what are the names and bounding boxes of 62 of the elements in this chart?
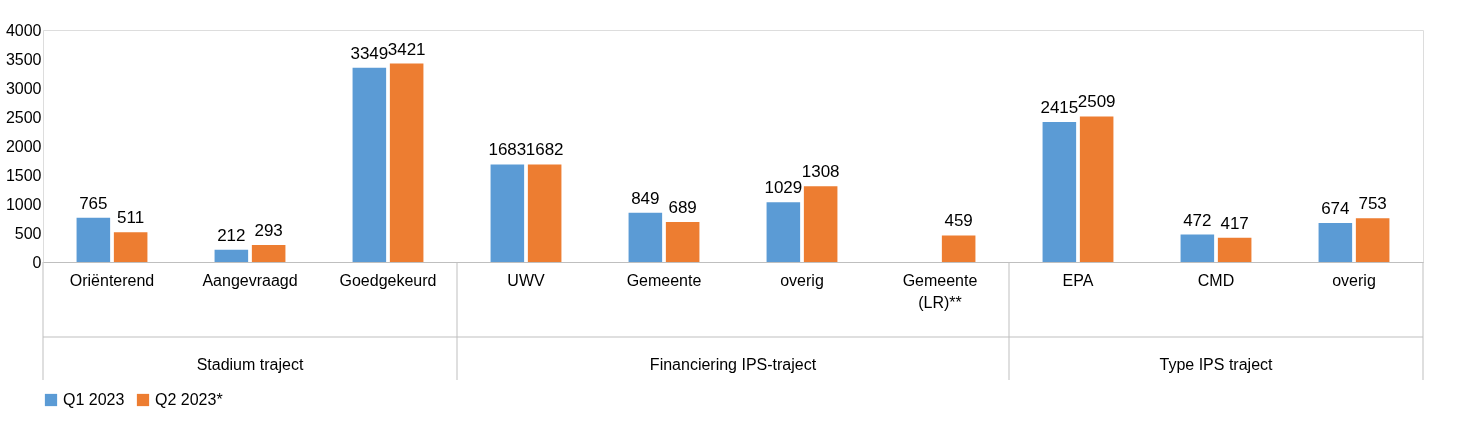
y-tick-label: 500 (14, 224, 42, 242)
y-tick-label: 0 (32, 253, 42, 271)
bar (527, 164, 562, 262)
data-label: 753 (1358, 194, 1387, 214)
text: Type IPS traject (1159, 356, 1274, 373)
bar (76, 217, 111, 262)
bar (665, 222, 700, 262)
y-tick-label: 2500 (5, 108, 42, 126)
data-label: 2509 (1077, 92, 1116, 112)
data-label: 511 (117, 208, 145, 228)
x-tick-label: overig (780, 271, 824, 289)
bar (941, 235, 976, 262)
bar (251, 245, 286, 262)
y-tick-label: 2000 (5, 137, 42, 155)
x-tick-label: Gemeente (LR)** (902, 271, 978, 311)
data-label: 459 (944, 211, 973, 231)
legend-label: Q2 2023* (155, 391, 223, 408)
data-label: 417 (1220, 213, 1249, 233)
data-label: 674 (1321, 198, 1350, 218)
x-tick-label: Goedgekeurd (339, 271, 437, 289)
data-label: 765 (79, 193, 108, 213)
bar (352, 67, 387, 262)
data-label: 3421 (387, 39, 426, 59)
bar (1079, 116, 1114, 262)
data-label: 2415 (1040, 97, 1079, 117)
data-label: 472 (1183, 210, 1212, 230)
data-label: 1683 (488, 140, 527, 160)
data-label: 1029 (764, 178, 803, 198)
bar (1318, 222, 1353, 262)
x-tick-label: CMD (1197, 271, 1235, 289)
x-tick-label: EPA (1062, 271, 1094, 289)
y-tick-label: 4000 (5, 21, 42, 39)
bar (214, 249, 249, 262)
bar (1217, 237, 1252, 262)
bar (389, 63, 424, 262)
bar (1042, 121, 1077, 262)
bar (766, 202, 801, 262)
x-tick-label: Aangevraagd (202, 271, 298, 289)
data-label: 293 (254, 221, 283, 241)
x-tick-label: Oriënterend (69, 271, 155, 289)
bar (628, 212, 663, 262)
y-tick-label: 3500 (5, 50, 42, 68)
data-label: 689 (668, 198, 697, 218)
y-tick-label: 1500 (5, 166, 42, 184)
bar (1180, 234, 1215, 262)
bar (490, 164, 525, 262)
data-label: 212 (217, 225, 246, 245)
data-label: 1308 (801, 162, 840, 182)
bar (803, 186, 838, 262)
data-label: 3349 (350, 43, 389, 63)
data-label: 1682 (525, 140, 564, 160)
bar (113, 232, 148, 262)
bar (1355, 218, 1390, 262)
x-tick-label: UWV (507, 271, 545, 289)
y-tick-label: 3000 (5, 79, 42, 97)
text: Financiering IPS-traject (649, 356, 817, 373)
text: Stadium traject (196, 356, 304, 373)
x-tick-label: Gemeente (626, 271, 702, 289)
data-label: 849 (631, 188, 660, 208)
legend-label: Q1 2023 (63, 391, 125, 408)
y-tick-label: 1000 (5, 195, 42, 213)
x-tick-label: overig (1332, 271, 1376, 289)
